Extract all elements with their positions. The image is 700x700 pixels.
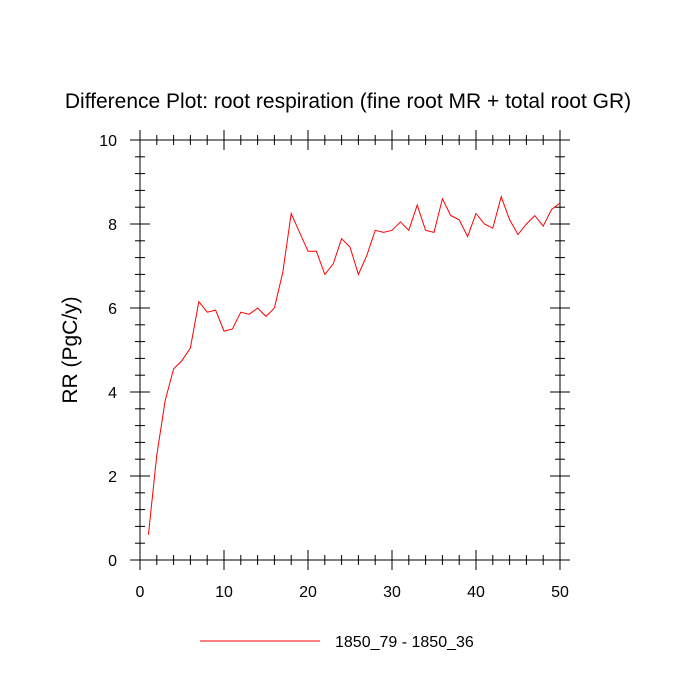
series-line-0	[147, 195, 561, 535]
y-tick-label: 8	[108, 217, 117, 234]
x-tick-label: 0	[136, 584, 145, 601]
x-tick-label: 20	[299, 584, 317, 601]
chart-title: Difference Plot: root respiration (fine …	[65, 90, 631, 113]
legend-entry-label: 1850_79 - 1850_36	[335, 634, 474, 651]
x-tick-label: 40	[467, 584, 485, 601]
axes: 0 10 20 30 40 50 0 2 4 6 8 10	[99, 130, 570, 601]
x-tick-label: 30	[383, 584, 401, 601]
y-tick-label: 4	[108, 385, 117, 402]
plot-area	[147, 195, 561, 535]
plot-frame	[139, 139, 561, 561]
x-tick-label: 10	[215, 584, 233, 601]
x-tick-label: 50	[551, 584, 569, 601]
y-axis-label: RR (PgC/y)	[59, 296, 82, 403]
y-tick-label: 6	[108, 301, 117, 318]
y-tick-label: 2	[108, 469, 117, 486]
legend: 1850_79 - 1850_36	[200, 634, 474, 651]
y-tick-label: 10	[99, 133, 117, 150]
y-tick-label: 0	[108, 553, 117, 570]
